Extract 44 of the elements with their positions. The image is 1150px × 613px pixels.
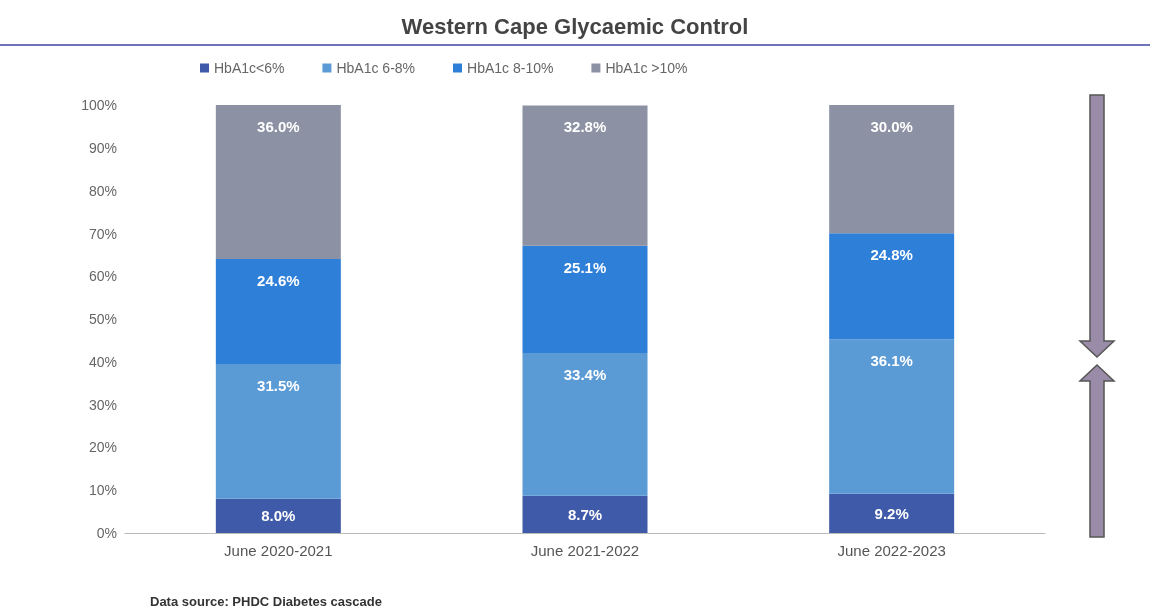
legend-label: HbA1c 8-10% [467,60,554,76]
data-label: 33.4% [563,365,607,383]
data-label: 32.8% [563,118,607,136]
legend-label: HbA1c >10% [605,60,688,76]
bar [215,364,341,499]
y-tick-label: 90% [88,140,117,157]
y-tick-label: 20% [88,439,117,456]
x-tick-label: June 2022-2023 [837,542,946,559]
bar [829,339,955,494]
y-tick-label: 0% [96,525,117,541]
y-tick-label: 10% [88,482,117,499]
y-tick-label: 70% [88,225,117,242]
data-label: 31.5% [257,377,300,395]
x-tick-label: June 2021-2022 [530,542,640,559]
y-tick-label: 80% [88,182,117,199]
data-label: 8.7% [567,505,603,523]
bar [829,233,955,340]
bar [522,105,648,246]
legend-label: HbA1c<6% [214,60,285,76]
data-label: 9.2% [874,504,909,522]
bar [829,493,955,533]
y-tick-label: 50% [88,311,117,328]
bar [215,498,341,533]
y-tick-label: 100% [81,97,117,114]
data-label: 30.0% [870,118,913,135]
y-tick-label: 40% [88,353,117,370]
bar [215,258,341,365]
data-label: 36.1% [870,352,913,370]
data-label: 25.1% [563,258,607,276]
data-label: 24.8% [870,246,913,264]
y-tick-label: 30% [88,396,117,413]
data-label: 36.0% [257,118,300,135]
bar [522,352,648,496]
source-note: Data source: PHDC Diabetes cascade [150,594,382,609]
bar [522,245,648,353]
data-label: 24.6% [257,271,300,289]
chart-title: Western Cape Glycaemic Control [401,13,749,39]
bar [829,105,955,234]
legend-label: HbA1c 6-8% [336,60,416,76]
data-label: 8.0% [261,507,296,525]
bar [215,105,341,259]
bar [522,495,648,533]
y-tick-label: 60% [88,268,117,285]
x-tick-label: June 2020-2021 [224,542,333,559]
